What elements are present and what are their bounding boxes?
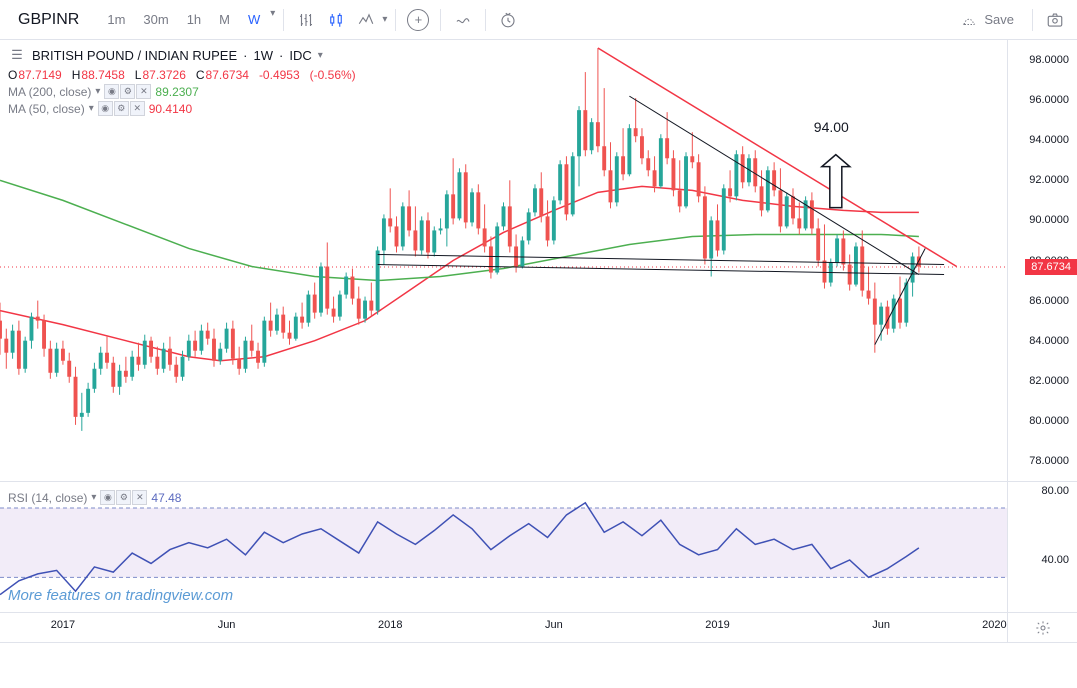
save-label: Save — [984, 12, 1014, 27]
ma200-legend: MA (200, close) ▾ ◉ ⚙ ✕ 89.2307 — [8, 84, 356, 99]
timeframe-group: 1m 30m 1h M W ▾ — [99, 8, 275, 31]
price-plot-area[interactable]: ☰ BRITISH POUND / INDIAN RUPEE · 1W · ID… — [0, 40, 1007, 481]
top-toolbar: GBPINR 1m 30m 1h M W ▾ ▾ + Save — [0, 0, 1077, 40]
rsi-close-icon[interactable]: ✕ — [132, 490, 147, 505]
legend-title[interactable]: BRITISH POUND / INDIAN RUPEE — [32, 48, 237, 63]
rsi-label: RSI (14, close) — [8, 491, 87, 505]
ma200-value: 89.2307 — [155, 85, 198, 99]
snapshot-icon[interactable] — [1041, 6, 1069, 34]
ma200-eye-icon[interactable]: ◉ — [104, 84, 119, 99]
ma200-settings-icon[interactable]: ⚙ — [120, 84, 135, 99]
rsi-legend: RSI (14, close) ▾ ◉ ⚙ ✕ 47.48 — [8, 488, 181, 505]
indicators-icon[interactable] — [352, 6, 380, 34]
ma200-label: MA (200, close) — [8, 85, 91, 99]
price-panel[interactable]: ☰ BRITISH POUND / INDIAN RUPEE · 1W · ID… — [0, 40, 1077, 482]
alert-icon[interactable] — [449, 6, 477, 34]
candle-style-icon[interactable] — [322, 6, 350, 34]
bottom-bar — [0, 642, 1077, 688]
axis-settings-icon[interactable] — [1007, 613, 1077, 642]
legend-interval: 1W — [253, 48, 273, 63]
ma50-close-icon[interactable]: ✕ — [130, 101, 145, 116]
price-y-axis[interactable]: 78.000080.000082.000084.000086.000088.00… — [1007, 40, 1077, 481]
ma50-value: 90.4140 — [149, 102, 192, 116]
tf-1m[interactable]: 1m — [99, 8, 133, 31]
rsi-y-axis[interactable]: 40.0080.00 — [1007, 482, 1077, 612]
tf-1h[interactable]: 1h — [179, 8, 209, 31]
ma50-settings-icon[interactable]: ⚙ — [114, 101, 129, 116]
tf-30m[interactable]: 30m — [135, 8, 176, 31]
chart-container: ☰ BRITISH POUND / INDIAN RUPEE · 1W · ID… — [0, 40, 1077, 642]
tf-M[interactable]: M — [211, 8, 238, 31]
bar-style-icon[interactable] — [292, 6, 320, 34]
ma50-label: MA (50, close) — [8, 102, 85, 116]
legend-exchange: IDC — [289, 48, 311, 63]
rsi-value: 47.48 — [151, 491, 181, 505]
tf-more-icon[interactable]: ▾ — [270, 8, 275, 31]
symbol-info-icon[interactable]: ☰ — [8, 46, 26, 64]
indicators-more-icon[interactable]: ▾ — [382, 14, 387, 25]
ma50-legend: MA (50, close) ▾ ◉ ⚙ ✕ 90.4140 — [8, 101, 356, 116]
rsi-settings-icon[interactable]: ⚙ — [116, 490, 131, 505]
ma50-eye-icon[interactable]: ◉ — [98, 101, 113, 116]
replay-icon[interactable] — [494, 6, 522, 34]
symbol-name[interactable]: GBPINR — [8, 7, 89, 33]
rsi-panel[interactable]: RSI (14, close) ▾ ◉ ⚙ ✕ 47.48 More featu… — [0, 482, 1077, 612]
price-legend: ☰ BRITISH POUND / INDIAN RUPEE · 1W · ID… — [8, 46, 356, 116]
ma200-toggle-icon[interactable]: ▾ — [95, 86, 100, 97]
rsi-plot-area[interactable]: RSI (14, close) ▾ ◉ ⚙ ✕ 47.48 More featu… — [0, 482, 1007, 612]
rsi-toggle-icon[interactable]: ▾ — [91, 492, 96, 503]
watermark-link[interactable]: More features on tradingview.com — [8, 587, 233, 604]
legend-more-icon[interactable]: ▾ — [318, 50, 323, 61]
tf-W[interactable]: W — [240, 8, 268, 31]
price-annotation: 94.00 — [814, 119, 849, 135]
ohlc-row: O87.7149 H88.7458 L87.3726 C87.6734 -0.4… — [8, 68, 356, 82]
compare-add-icon[interactable]: + — [404, 6, 432, 34]
ma50-toggle-icon[interactable]: ▾ — [89, 103, 94, 114]
ma200-close-icon[interactable]: ✕ — [136, 84, 151, 99]
rsi-eye-icon[interactable]: ◉ — [100, 490, 115, 505]
time-axis: 2017Jun2018Jun2019Jun2020 — [0, 613, 1007, 642]
time-axis-panel[interactable]: 2017Jun2018Jun2019Jun2020 — [0, 612, 1077, 642]
save-button[interactable]: Save — [950, 7, 1024, 33]
